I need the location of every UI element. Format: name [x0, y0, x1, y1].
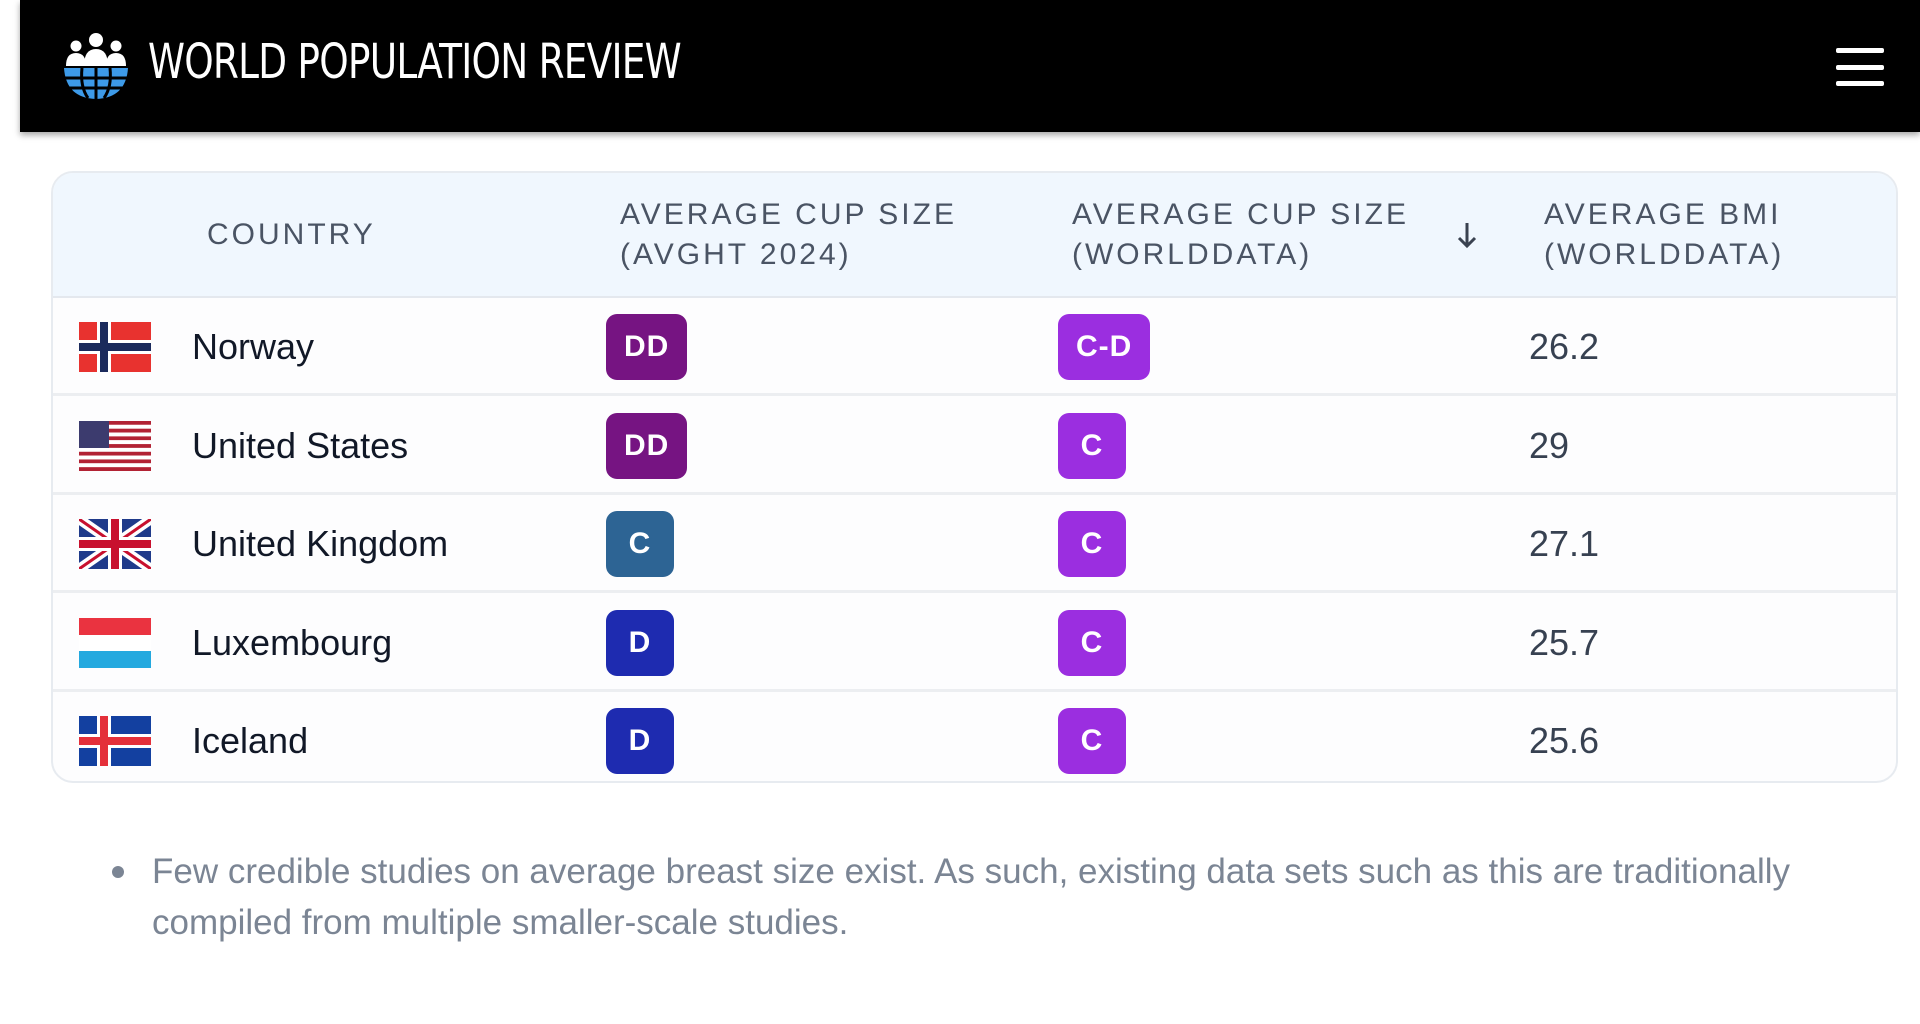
country-name[interactable]: United Kingdom — [192, 523, 449, 564]
bmi-value: 25.6 — [1529, 720, 1600, 761]
table-row: Norway DD C-D 26.2 — [53, 298, 1896, 396]
header-line: AVERAGE CUP SIZE — [620, 198, 957, 231]
flag-icon — [79, 716, 151, 766]
worlddata-cup-badge: C — [1058, 609, 1126, 676]
table-row: United Kingdom C C 27.1 — [53, 495, 1896, 593]
table-row: Luxembourg D C 25.7 — [53, 594, 1896, 692]
bmi-value: 29 — [1529, 424, 1570, 466]
site-title[interactable]: WORLD POPULATION REVIEW — [148, 34, 682, 90]
worlddata-cup-badge: C — [1058, 412, 1126, 479]
footnote: Few credible studies on average breast s… — [152, 852, 1791, 942]
column-header-worlddata-cup[interactable]: AVERAGE CUP SIZE (WORLDDATA) — [1072, 195, 1409, 275]
flag-icon — [79, 322, 151, 372]
top-navigation-bar: WORLD POPULATION REVIEW — [20, 0, 1920, 132]
flag-icon — [79, 617, 151, 668]
column-header-avght[interactable]: AVERAGE CUP SIZE (AVGHT 2024) — [620, 195, 957, 275]
table-row: United States DD C 29 — [53, 397, 1896, 495]
hamburger-menu-icon[interactable] — [1836, 48, 1884, 86]
avght-cup-badge: C — [606, 511, 674, 577]
bmi-value: 26.2 — [1529, 326, 1600, 367]
avght-cup-badge: DD — [606, 412, 688, 479]
country-name[interactable]: Iceland — [192, 720, 309, 761]
table-header: COUNTRY AVERAGE CUP SIZE (AVGHT 2024) AVE… — [53, 173, 1896, 298]
arrow-down-icon[interactable] — [1456, 221, 1478, 249]
flag-icon — [79, 519, 151, 569]
column-header-country[interactable]: COUNTRY — [207, 218, 376, 251]
table-row: Iceland D C 25.6 — [53, 692, 1896, 781]
worlddata-cup-badge: C — [1058, 708, 1126, 774]
bmi-value: 25.7 — [1529, 621, 1600, 663]
avght-cup-badge: D — [606, 609, 674, 676]
country-name[interactable]: United States — [192, 424, 409, 466]
people-globe-icon[interactable] — [60, 32, 132, 100]
cup-size-table: COUNTRY AVERAGE CUP SIZE (AVGHT 2024) AVE… — [51, 171, 1898, 783]
worlddata-cup-badge: C-D — [1058, 314, 1151, 380]
bullet-icon — [112, 866, 124, 878]
header-line: (WORLDDATA) — [1544, 238, 1785, 271]
country-name[interactable]: Luxembourg — [192, 621, 393, 663]
country-name[interactable]: Norway — [192, 326, 315, 367]
header-line: AVERAGE CUP SIZE — [1072, 198, 1409, 231]
bmi-value: 27.1 — [1529, 523, 1600, 564]
worlddata-cup-badge: C — [1058, 511, 1126, 577]
header-line: AVERAGE BMI — [1544, 198, 1782, 231]
header-line: (AVGHT 2024) — [620, 238, 852, 271]
header-line: (WORLDDATA) — [1072, 238, 1313, 271]
avght-cup-badge: DD — [606, 314, 688, 380]
flag-icon — [79, 420, 151, 471]
avght-cup-badge: D — [606, 708, 674, 774]
column-header-bmi[interactable]: AVERAGE BMI (WORLDDATA) — [1544, 195, 1784, 275]
